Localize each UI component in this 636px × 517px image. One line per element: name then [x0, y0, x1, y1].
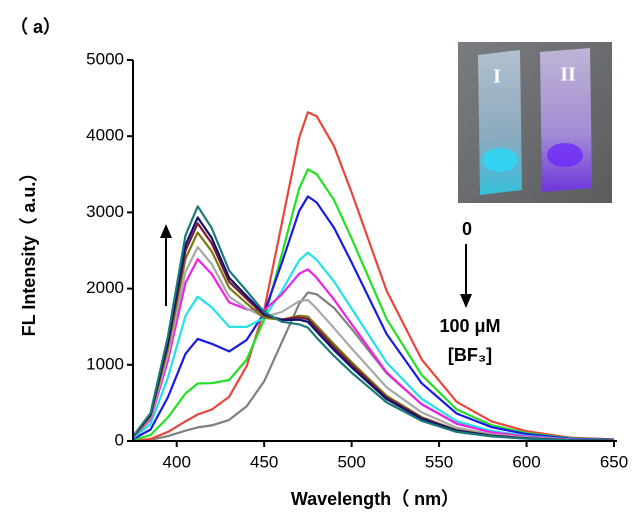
y-tick-label: 4000	[86, 126, 124, 145]
y-axis-label: FL Intensity（ a.u.）	[19, 164, 39, 337]
y-tick-label: 0	[115, 430, 124, 449]
annotation: 100 μM	[439, 316, 500, 336]
annotation: 0	[462, 219, 472, 239]
inset-photo: I II	[458, 42, 612, 203]
glow	[547, 143, 583, 167]
x-tick-label: 550	[425, 452, 453, 471]
x-tick-label: 400	[163, 452, 191, 471]
x-tick-label: 450	[250, 452, 278, 471]
x-tick-label: 650	[600, 452, 628, 471]
x-tick-label: 500	[337, 452, 365, 471]
arrow-head	[160, 224, 172, 238]
spectrum-line	[132, 251, 615, 442]
y-tick-label: 1000	[86, 354, 124, 373]
spectrum-line	[132, 231, 615, 442]
spectrum-line	[132, 246, 615, 442]
y-tick-label: 3000	[86, 202, 124, 221]
glow	[482, 148, 518, 172]
cuvette-label: II	[560, 64, 576, 86]
y-tick-label: 2000	[86, 278, 124, 297]
arrow-head	[460, 294, 472, 308]
annotation-arrows	[160, 224, 472, 308]
spectrum-line	[132, 195, 615, 441]
spectrum-line	[132, 111, 615, 442]
x-tick-label: 600	[512, 452, 540, 471]
cuvette-label: I	[493, 66, 501, 88]
spectrum-line	[132, 205, 615, 442]
spectrum-line	[132, 168, 615, 442]
y-tick-label: 5000	[86, 49, 124, 68]
panel-label: （ a）	[10, 17, 61, 37]
spectrum-line	[132, 258, 615, 442]
x-axis-label: Wavelength（ nm）	[291, 489, 459, 509]
spectrum-line	[132, 291, 615, 442]
annotation: [BF₃]	[448, 345, 492, 365]
